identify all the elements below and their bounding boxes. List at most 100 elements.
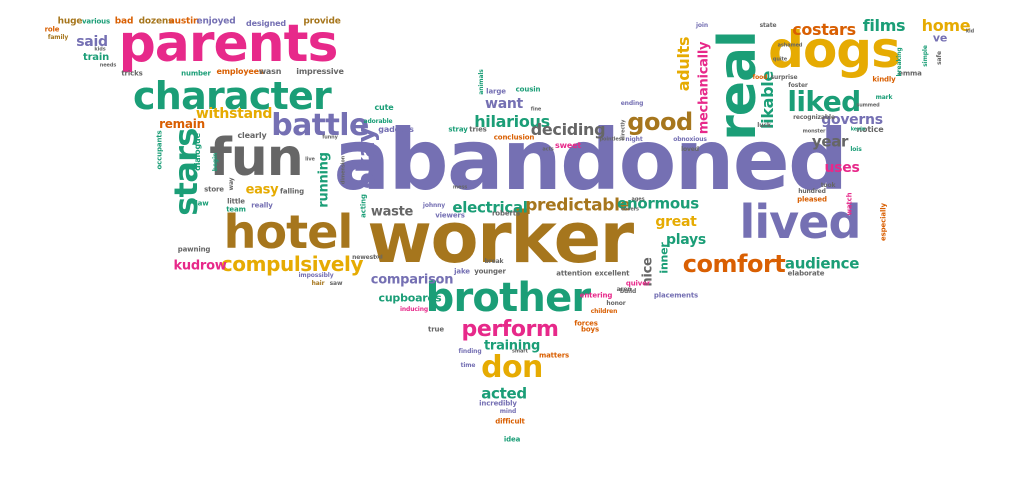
word: parents	[118, 14, 339, 74]
word: conclusion	[493, 133, 535, 142]
word: train	[82, 52, 110, 63]
word: excellent	[594, 269, 630, 278]
word: training	[483, 338, 541, 354]
word: provide	[303, 16, 341, 27]
word: worker	[367, 197, 634, 279]
word: bad	[114, 16, 134, 27]
word: foster	[788, 82, 808, 89]
word: mark	[875, 94, 893, 101]
word: comfort	[682, 250, 786, 278]
word: deciding	[530, 120, 606, 139]
word: team	[226, 205, 246, 214]
word: live	[305, 156, 315, 163]
word: acted	[481, 384, 527, 403]
word: impressive	[296, 67, 344, 76]
word: good	[627, 108, 693, 136]
word: adorable	[363, 118, 393, 125]
word: pawning	[177, 245, 211, 254]
word: films	[862, 16, 906, 35]
word: ages	[631, 196, 645, 203]
word: join	[695, 22, 709, 29]
word: break	[484, 258, 504, 265]
word: difficult	[495, 417, 525, 426]
word: pointless	[599, 136, 625, 143]
word: little	[227, 197, 245, 206]
word: abandoned	[333, 111, 849, 209]
word: kids	[94, 46, 106, 53]
word: said	[76, 34, 108, 50]
word: enjoyed	[196, 16, 236, 27]
word: plays	[666, 232, 706, 248]
word: animals	[478, 69, 485, 95]
word: designed	[246, 19, 286, 28]
word: lived	[739, 195, 861, 249]
word: monster	[802, 128, 826, 135]
word: summed	[856, 102, 880, 109]
word: hair	[311, 280, 325, 287]
word: food	[752, 74, 768, 81]
word: tries	[469, 125, 487, 134]
word: attention	[556, 269, 592, 278]
word: number	[181, 69, 211, 78]
word: predictable	[525, 195, 631, 216]
word: dozens	[138, 16, 174, 27]
word: acting	[359, 194, 368, 218]
word: idea	[503, 435, 521, 444]
word: cupboards	[378, 291, 442, 305]
word: children	[590, 308, 618, 315]
word: uses	[824, 160, 860, 176]
word: battle	[271, 108, 369, 143]
word: really	[251, 201, 273, 210]
word: state	[759, 22, 777, 29]
word: safe	[936, 51, 943, 65]
word: finding	[458, 348, 482, 355]
word: hilarious	[474, 112, 550, 131]
word: roberts	[491, 209, 521, 218]
word: compulsively	[220, 252, 364, 276]
word: way	[228, 177, 235, 191]
word: night	[625, 136, 643, 143]
word: recognizable	[793, 114, 835, 121]
word: took	[820, 182, 836, 189]
word: home	[921, 16, 971, 35]
word: law	[195, 199, 209, 208]
word: younger	[474, 267, 506, 276]
word: electrical	[452, 198, 528, 217]
word: matters	[538, 351, 570, 360]
word: dialogue	[193, 133, 202, 171]
word: real	[708, 31, 768, 141]
word: quite	[772, 56, 788, 63]
word: placements	[653, 291, 699, 300]
word: covers	[621, 206, 639, 213]
word: sweet	[554, 141, 582, 150]
word: needs	[99, 62, 117, 69]
word: falling	[280, 187, 304, 196]
word: forces	[574, 319, 598, 328]
word: rod	[373, 254, 383, 261]
word: cousin	[515, 85, 541, 94]
word: stray	[448, 125, 468, 134]
word: adults	[674, 36, 693, 92]
word: newest	[352, 254, 376, 261]
word: ve	[932, 31, 948, 45]
word: breaking	[896, 47, 903, 77]
word: wasn	[258, 67, 282, 76]
word: mess	[452, 184, 468, 191]
word: funny	[322, 134, 338, 141]
word: aren	[616, 286, 632, 293]
word: comparison	[370, 272, 454, 288]
word: viewers	[435, 211, 465, 220]
word: fine	[530, 106, 542, 113]
word: especially	[879, 203, 888, 241]
word: enormous	[617, 194, 699, 213]
word: various	[81, 17, 111, 26]
word: obnoxious	[673, 136, 707, 143]
word: impossibly	[298, 272, 334, 279]
word: brother	[425, 275, 592, 321]
word: clearly	[237, 131, 267, 140]
word: ending	[620, 100, 644, 107]
word: austin	[168, 16, 200, 27]
word: store	[204, 185, 224, 194]
word: running	[316, 152, 332, 208]
